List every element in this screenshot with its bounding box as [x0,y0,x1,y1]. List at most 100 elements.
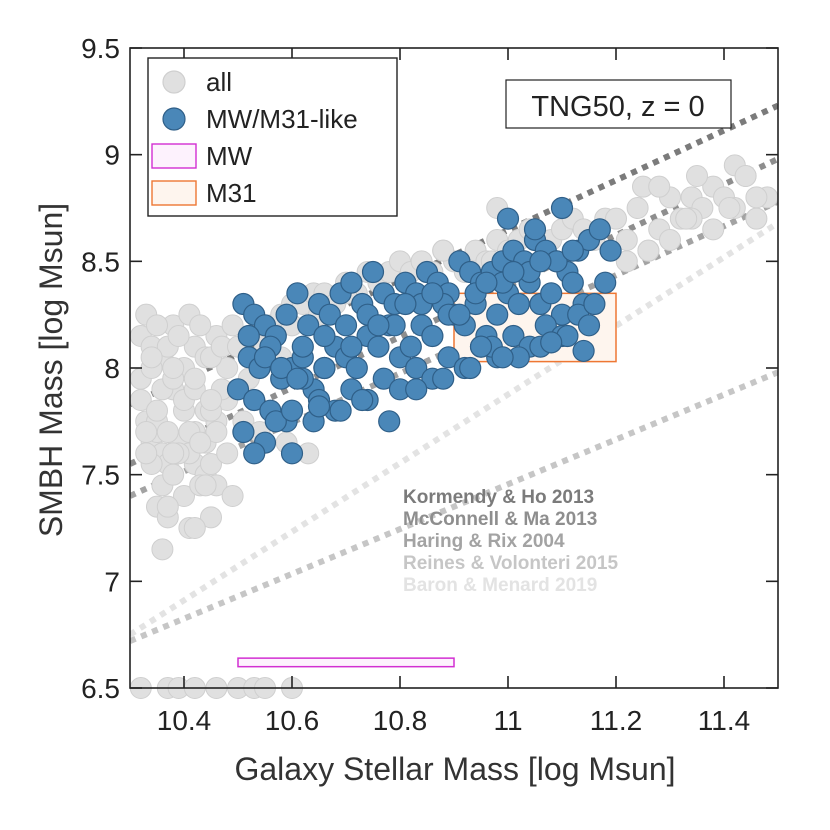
all-point [659,229,681,251]
all-galaxies-series [130,154,778,561]
all-point [135,442,158,465]
x-tick-label: 10.4 [157,705,212,736]
mw-m31-like-point [561,271,584,294]
relation-label-2: Haring & Rix 2004 [403,531,565,552]
mw-m31-like-point [280,399,304,422]
mw-m31-like-point [307,395,331,418]
mw-m31-like-point [367,314,390,337]
mw-m31-like-point [286,282,309,305]
relation-line-4 [130,220,778,638]
x-tick-label: 11.2 [590,705,642,736]
annotation-text: TNG50, z = 0 [531,91,704,123]
all-point [686,165,708,187]
mw-m31-like-point [561,239,584,262]
mw-m31-like-point [594,271,617,294]
legend-marker [162,107,186,131]
mw-m31-like-point [459,356,482,380]
legend-marker [162,70,186,94]
relation-label-0: Kormendy & Ho 2013 [403,487,594,508]
mw-m31-like-point [291,335,314,358]
mw-m31-like-point [297,314,320,337]
mw-m31-like-point [577,314,601,337]
mw-m31-like-point [264,410,287,433]
mw-m31-like-point [372,367,395,390]
mw-m31-like-point [275,303,298,326]
mw-m31-like-point [507,292,530,316]
all-point [162,357,185,379]
mw-m31-like-point [502,260,525,284]
mw-m31-like-point [496,207,520,230]
mw-m31-like-point [550,196,574,220]
mw-m31-like-point [540,282,563,305]
y-tick-label: 7 [104,566,120,597]
mw-m31-like-point [529,250,552,273]
mw-m31-like-point [237,324,260,348]
mw-m31-like-point [270,356,293,380]
mw-m31-like-point [405,378,428,401]
mw-m31-like-series [226,196,622,465]
x-tick-label: 11 [493,705,522,736]
mw-m31-like-point [286,367,309,390]
x-tick-label: 11.4 [698,705,750,736]
mw-m31-like-point [367,335,390,358]
all-point [648,175,671,198]
mw-m31-like-point [243,388,266,412]
all-point [605,207,627,230]
annotation-box: TNG50, z = 0 [505,79,732,129]
legend-label: MW/M31-like [206,104,358,134]
mw-m31-like-point [421,324,444,348]
y-tick-label: 9 [104,140,120,171]
legend-swatch [151,143,197,169]
mw-m31-like-point [280,442,304,465]
mw-m31-like-point [313,324,336,348]
all-point [162,463,185,486]
mw-m31-like-point [394,292,417,316]
all-point [189,314,212,337]
y-tick-label: 9.5 [81,33,120,64]
y-tick-label: 8 [104,353,120,384]
all-point [146,314,168,337]
mw-m31-like-point [523,218,547,241]
all-point [221,314,244,337]
mw-m31-like-point [583,292,606,316]
mw-m31-like-point [421,282,444,305]
all-point [200,453,222,475]
y-tick-label: 7.5 [81,460,120,491]
x-axis-label: Galaxy Stellar Mass [log Msun] [234,751,675,787]
all-point [162,442,185,465]
mw-m31-like-point [226,378,250,401]
all-point [745,207,768,230]
all-point [200,389,222,411]
all-point [146,399,168,422]
legend: all MW/M31-like MW M31 [147,57,398,217]
mw-m31-like-point [253,346,277,369]
mw-m31-like-point [334,314,358,337]
y-tick-label: 6.5 [81,673,120,704]
all-point [200,506,222,529]
mw-m31-like-point [318,303,341,326]
all-point [140,346,163,369]
x-tick-label: 10.8 [373,705,428,736]
relation-label-4: Baron & Menard 2019 [403,575,597,596]
mw-m31-like-point [399,335,422,358]
all-point [173,485,195,507]
all-point [151,538,174,561]
mw-m31-like-point [313,356,336,380]
mw-m31-like-point [340,335,363,358]
all-point [216,442,239,465]
y-axis-label: SMBH Mass [log Msun] [33,203,69,537]
mw-m31-like-point [540,331,563,354]
all-point [718,197,741,219]
legend-swatch [151,180,197,206]
all-point [205,421,228,443]
all-point [702,218,725,241]
y-tick-label: 8.5 [81,246,120,277]
mw-m31-like-point [378,410,401,433]
mw-m31-like-point [437,346,460,369]
all-point [167,325,190,347]
all-point [156,421,179,443]
all-point [189,431,212,454]
legend-label: all [206,67,232,97]
legend-label: MW [206,141,253,171]
